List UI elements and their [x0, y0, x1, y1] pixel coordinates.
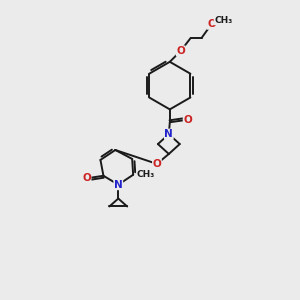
Text: O: O: [153, 159, 161, 169]
Text: CH₃: CH₃: [214, 16, 232, 25]
Text: N: N: [114, 180, 123, 190]
Text: O: O: [82, 173, 91, 183]
Text: CH₃: CH₃: [137, 170, 155, 179]
Text: O: O: [207, 19, 216, 29]
Text: N: N: [164, 129, 173, 139]
Text: O: O: [183, 115, 192, 125]
Text: O: O: [176, 46, 185, 56]
